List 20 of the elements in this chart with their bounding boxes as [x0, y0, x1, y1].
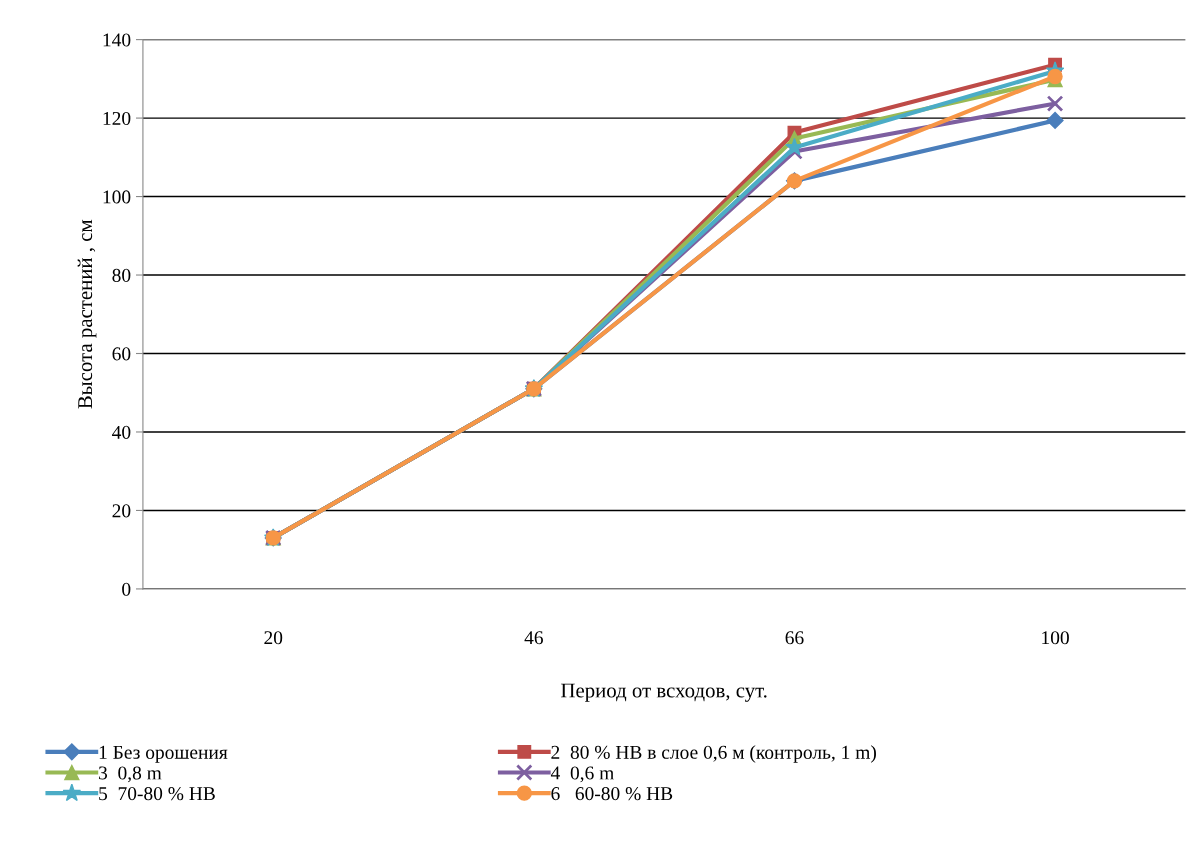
x-axis-title: Период от всходов, сут.: [561, 683, 767, 702]
legend-label: 2 80 % НВ в слое 0,6 м (контроль, 1 m): [551, 745, 876, 763]
legend-label: 1 Без орошения: [99, 745, 228, 763]
y-tick-label: 120: [103, 111, 131, 126]
x-tick-label: 66: [785, 631, 804, 645]
legend-label: 5 70-80 % НВ: [99, 787, 215, 801]
y-tick-label: 80: [112, 268, 131, 282]
y-tick-label: 60: [112, 347, 131, 361]
y-axis-title: Высота растений , см: [77, 219, 97, 409]
y-tick-label: 100: [103, 190, 131, 204]
x-tick-label: 46: [524, 631, 543, 645]
legend-label: 3 0,8 m: [99, 766, 162, 783]
y-tick-label: 140: [103, 33, 131, 47]
x-tick-label: 20: [264, 631, 283, 645]
y-tick-label: 40: [112, 425, 131, 439]
y-tick-label: 0: [122, 582, 131, 596]
x-tick-label: 100: [1042, 631, 1069, 645]
y-tick-label: 20: [112, 504, 131, 518]
legend-label: 4 0,6 m: [550, 766, 614, 783]
legend-label: 6 60-80 % НВ: [551, 787, 673, 801]
